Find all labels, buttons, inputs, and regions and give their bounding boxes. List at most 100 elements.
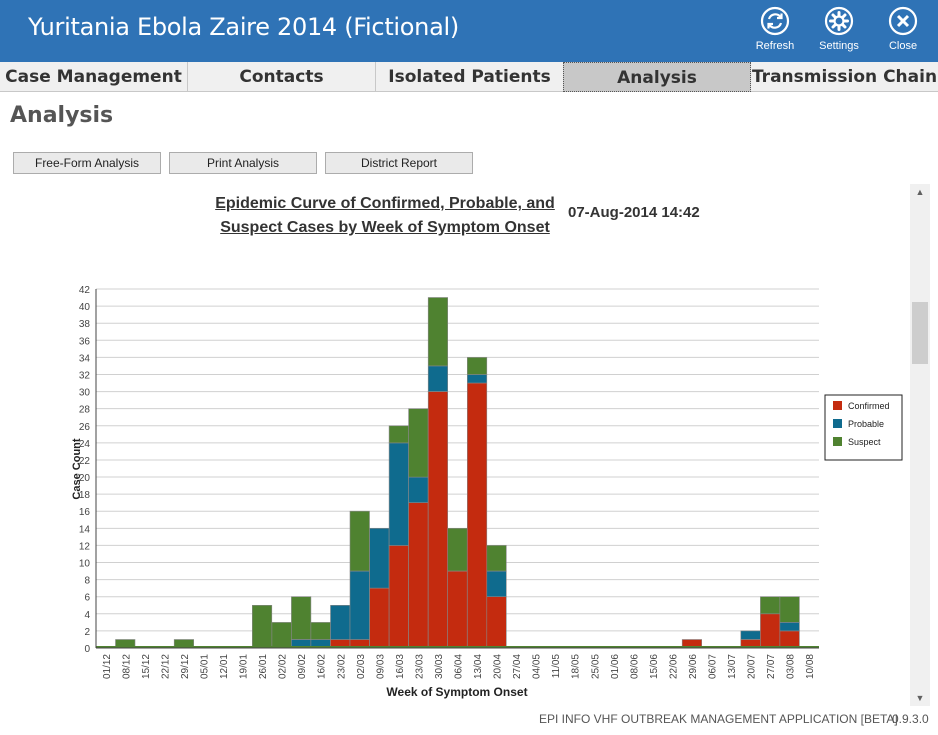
- refresh-icon: [760, 6, 790, 36]
- scroll-up-icon[interactable]: ▲: [915, 187, 925, 197]
- free-form-analysis-button[interactable]: Free-Form Analysis: [13, 152, 161, 174]
- y-tick-label: 24: [79, 439, 91, 450]
- bar-suspect-03/08: [779, 596, 800, 623]
- y-tick-label: 30: [79, 388, 91, 399]
- settings-button[interactable]: Settings: [811, 6, 867, 58]
- x-tick-label: 01/12: [102, 654, 113, 679]
- tab-contacts[interactable]: Contacts: [188, 62, 376, 92]
- x-tick-label: 23/02: [336, 654, 347, 679]
- y-tick-label: 36: [79, 336, 91, 347]
- baseline-strip: [96, 646, 819, 648]
- chart-title-line-1: Epidemic Curve of Confirmed, Probable, a…: [215, 195, 555, 212]
- x-tick-label: 30/03: [434, 654, 445, 679]
- y-tick-label: 26: [79, 422, 91, 433]
- x-tick-label: 18/05: [571, 654, 582, 679]
- x-tick-label: 16/03: [395, 654, 406, 679]
- bar-suspect-27/07: [760, 596, 781, 615]
- x-tick-label: 05/01: [200, 654, 211, 679]
- bar-suspect-26/01: [252, 604, 273, 649]
- legend-label-suspect: Suspect: [848, 437, 881, 447]
- x-tick-label: 13/07: [727, 654, 738, 679]
- x-tick-label: 08/12: [121, 654, 132, 679]
- x-tick-label: 20/07: [747, 654, 758, 679]
- chart-title: Epidemic Curve of Confirmed, Probable, a…: [210, 192, 560, 240]
- app-title: Yuritania Ebola Zaire 2014 (Fictional): [28, 13, 459, 41]
- bar-probable-13/04: [466, 374, 488, 384]
- y-tick-label: 38: [79, 319, 91, 330]
- y-tick-label: 22: [79, 456, 91, 467]
- bar-confirmed-06/04: [447, 570, 468, 649]
- y-tick-label: 42: [79, 285, 91, 296]
- x-tick-label: 08/06: [629, 654, 640, 679]
- y-axis-label: Case Count: [71, 438, 83, 499]
- print-analysis-button[interactable]: Print Analysis: [169, 152, 317, 174]
- scroll-down-icon[interactable]: ▼: [915, 693, 925, 703]
- y-tick-label: 8: [84, 576, 90, 587]
- chart-legend: Confirmed Probable Suspect: [824, 394, 903, 461]
- tab-transmission-chain[interactable]: Transmission Chain: [751, 67, 938, 87]
- y-tick-label: 20: [79, 473, 91, 484]
- bar-suspect-09/02: [291, 596, 312, 640]
- bar-probable-30/03: [427, 365, 449, 392]
- bar-suspect-23/03: [408, 408, 429, 478]
- x-tick-label: 19/01: [239, 654, 250, 679]
- tab-analysis[interactable]: Analysis: [563, 62, 751, 92]
- y-tick-label: 14: [79, 524, 91, 535]
- x-tick-label: 02/02: [278, 654, 289, 679]
- bar-probable-16/03: [388, 442, 409, 546]
- report-timestamp: 07-Aug-2014 14:42: [568, 204, 700, 221]
- bar-confirmed-13/04: [466, 382, 488, 649]
- y-tick-label: 6: [84, 593, 90, 604]
- bar-suspect-02/03: [349, 510, 370, 572]
- legend-swatch-confirmed: [833, 401, 842, 410]
- tab-isolated-patients[interactable]: Isolated Patients: [376, 62, 564, 92]
- x-tick-label: 25/05: [590, 654, 601, 679]
- bar-probable-20/04: [486, 570, 507, 598]
- x-tick-label: 09/02: [297, 654, 308, 679]
- x-tick-label: 29/06: [688, 654, 699, 679]
- gear-icon: [824, 6, 854, 36]
- x-tick-label: 27/04: [512, 654, 523, 679]
- bar-probable-03/08: [779, 622, 800, 632]
- bar-probable-23/03: [408, 476, 429, 503]
- x-tick-label: 29/12: [180, 654, 191, 679]
- bar-suspect-20/04: [486, 545, 507, 572]
- bar-probable-20/07: [740, 630, 761, 640]
- x-axis-ticks: 01/12 08/12 15/12 22/12 29/12 05/01 12/01 19/01…: [102, 654, 816, 679]
- x-tick-label: 04/05: [532, 654, 543, 679]
- x-tick-label: 22/12: [160, 654, 171, 679]
- x-axis-label: Week of Symptom Onset: [386, 685, 527, 699]
- bar-probable-23/02: [330, 604, 351, 640]
- report-panel: Epidemic Curve of Confirmed, Probable, a…: [10, 184, 910, 706]
- bar-confirmed-09/03: [369, 587, 390, 649]
- y-tick-label: 18: [79, 490, 91, 501]
- vertical-scrollbar[interactable]: ▲ ▼: [910, 184, 930, 706]
- legend-swatch-probable: [833, 419, 842, 428]
- x-tick-label: 26/01: [258, 654, 269, 679]
- bar-confirmed-30/03: [427, 391, 449, 649]
- x-tick-label: 12/01: [219, 654, 230, 679]
- x-tick-label: 15/12: [141, 654, 152, 679]
- close-button[interactable]: Close: [875, 6, 931, 58]
- x-tick-label: 16/02: [317, 654, 328, 679]
- scrollbar-thumb[interactable]: [912, 302, 928, 364]
- refresh-button[interactable]: Refresh: [747, 6, 803, 58]
- y-tick-label: 2: [84, 627, 90, 638]
- x-tick-label: 09/03: [375, 654, 386, 679]
- y-tick-label: 28: [79, 405, 91, 416]
- y-tick-label: 10: [79, 559, 91, 570]
- x-tick-label: 06/04: [454, 654, 465, 679]
- footer-version: 0.9.3.0: [892, 712, 929, 726]
- x-tick-label: 13/04: [473, 654, 484, 679]
- bar-suspect-30/03: [427, 297, 449, 367]
- page-title: Analysis: [10, 103, 114, 128]
- title-bar: Yuritania Ebola Zaire 2014 (Fictional) R…: [0, 0, 938, 62]
- district-report-button[interactable]: District Report: [325, 152, 473, 174]
- bar-suspect-06/04: [447, 527, 468, 572]
- x-tick-label: 23/03: [414, 654, 425, 679]
- chart-bars: [96, 297, 819, 649]
- bar-suspect-16/02: [310, 622, 331, 640]
- bar-confirmed-20/04: [486, 596, 507, 649]
- tab-case-management[interactable]: Case Management: [0, 62, 188, 92]
- legend-label-probable: Probable: [848, 419, 884, 429]
